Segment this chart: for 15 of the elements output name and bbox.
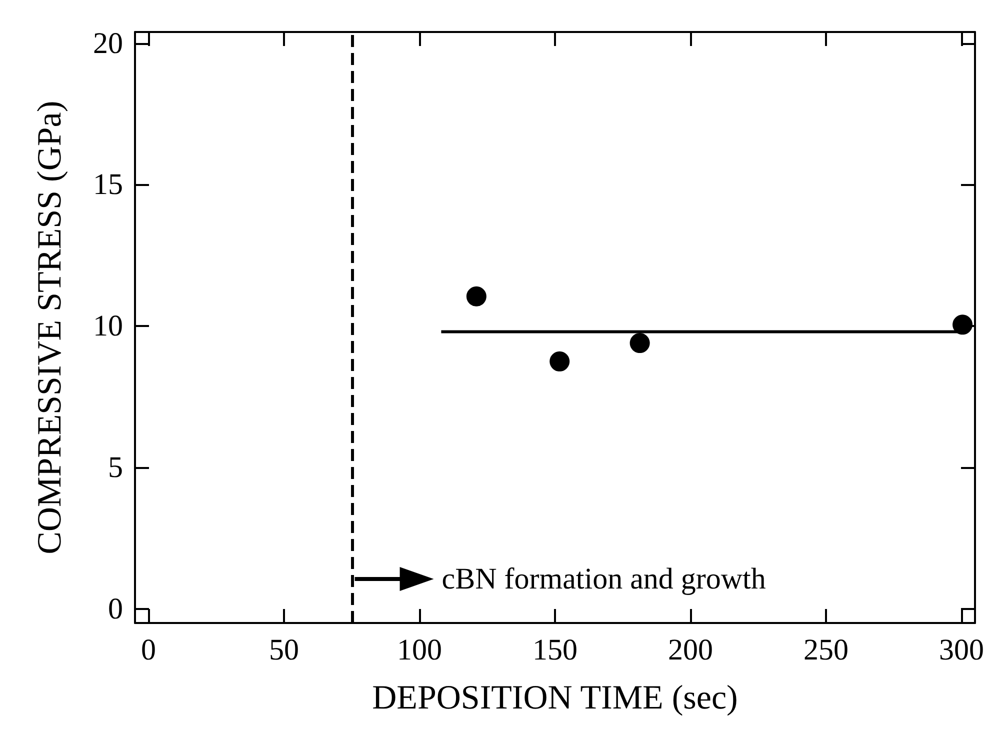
y-tick-label: 5 (108, 450, 123, 484)
x-tick-label: 0 (141, 634, 156, 666)
x-tick-label: 150 (532, 634, 578, 666)
y-axis-title: COMPRESSIVE STRESS (GPa) (32, 100, 68, 554)
y-tick-label: 10 (93, 310, 123, 343)
y-tick-label: 15 (93, 168, 123, 202)
annotation: cBN formation and growth (442, 562, 766, 596)
y-tick-label: 20 (93, 26, 123, 60)
x-tick-label: 250 (803, 634, 848, 666)
x-axis-title: DEPOSITION TIME (sec) (372, 680, 738, 716)
x-tick-label: 300 (938, 634, 984, 666)
x-tick-label: 50 (269, 634, 300, 666)
y-tick-label: 0 (108, 592, 123, 626)
x-tick-label: 100 (397, 634, 442, 666)
x-tick-label: 200 (668, 634, 713, 666)
